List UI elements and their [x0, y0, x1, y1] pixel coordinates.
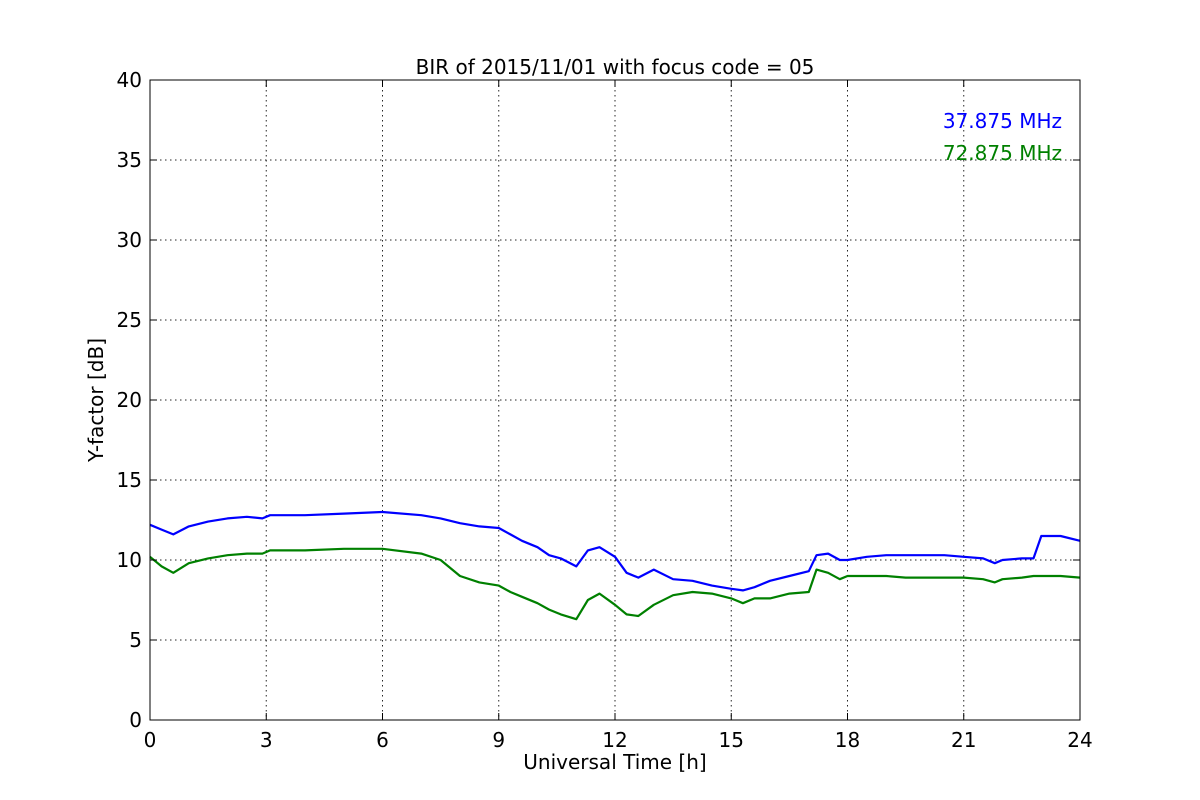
y-tick-label: 10: [117, 548, 142, 572]
series-line-2: [149, 547, 1081, 621]
legend: 37.875 MHz 72.875 MHz: [943, 109, 1062, 165]
x-tick-label: 24: [1067, 728, 1092, 752]
x-tick-label: 6: [376, 728, 389, 752]
legend-entry-2: 72.875 MHz: [943, 141, 1062, 165]
y-tick-label: 20: [117, 388, 142, 412]
series-line-1: [149, 510, 1081, 592]
grid: [150, 80, 1080, 720]
y-axis-title: Y-factor [dB]: [84, 338, 108, 463]
series-layer: [149, 510, 1081, 621]
x-tick-label: 21: [951, 728, 976, 752]
legend-entry-1: 37.875 MHz: [943, 109, 1062, 133]
y-tick-label: 35: [117, 148, 142, 172]
y-tick-label: 5: [129, 628, 142, 652]
y-tick-label: 40: [117, 68, 142, 92]
ticks: 0 3 6 9 12 15 18 21 24 0 5 10 15 20 25 30 35 40: [117, 68, 1093, 752]
x-tick-label: 15: [719, 728, 744, 752]
chart-title: BIR of 2015/11/01 with focus code = 05: [416, 55, 815, 79]
x-tick-label: 18: [835, 728, 860, 752]
x-tick-label: 3: [260, 728, 273, 752]
x-tick-label: 0: [144, 728, 157, 752]
x-tick-label: 9: [492, 728, 505, 752]
y-tick-label: 30: [117, 228, 142, 252]
y-tick-label: 15: [117, 468, 142, 492]
y-tick-label: 25: [117, 308, 142, 332]
x-tick-label: 12: [602, 728, 627, 752]
x-axis-title: Universal Time [h]: [523, 750, 706, 774]
y-tick-label: 0: [129, 708, 142, 732]
